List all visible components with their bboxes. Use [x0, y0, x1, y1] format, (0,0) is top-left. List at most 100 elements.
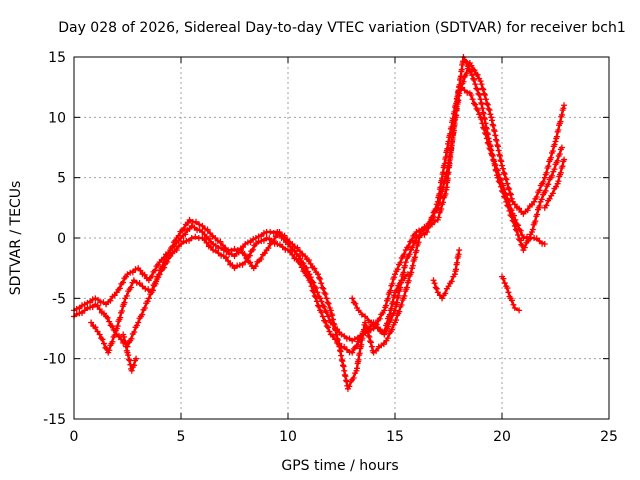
data-point	[321, 289, 328, 296]
data-point	[317, 276, 324, 283]
data-point	[81, 307, 88, 314]
data-point	[325, 300, 332, 307]
data-point	[319, 313, 326, 320]
y-tick-label: 15	[48, 50, 66, 66]
data-point	[494, 174, 501, 181]
data-point	[383, 302, 390, 309]
data-point	[555, 178, 562, 185]
y-tick-label: 10	[48, 110, 66, 126]
series-trace-3	[88, 54, 565, 392]
data-point	[128, 335, 135, 342]
data-point	[470, 75, 477, 82]
data-point	[100, 310, 107, 317]
data-point	[222, 254, 229, 261]
data-point	[499, 187, 505, 194]
data-point	[504, 180, 511, 187]
data-point	[439, 295, 446, 302]
data-point	[207, 244, 214, 251]
data-point	[287, 248, 294, 255]
data-point	[321, 317, 328, 324]
data-point	[401, 275, 408, 282]
data-point	[389, 280, 396, 287]
data-point	[477, 78, 484, 85]
data-point	[308, 283, 315, 290]
data-point	[388, 305, 395, 312]
data-point	[529, 226, 536, 233]
data-point	[490, 127, 497, 133]
data-point	[382, 327, 389, 334]
data-point	[499, 165, 506, 172]
data-point	[524, 207, 531, 214]
data-point	[491, 162, 498, 169]
data-point	[517, 237, 524, 244]
data-point	[318, 280, 325, 287]
data-point	[398, 277, 405, 284]
data-point	[560, 105, 567, 112]
data-point	[186, 225, 193, 232]
data-point	[541, 174, 548, 181]
data-point	[307, 279, 314, 286]
data-point	[548, 154, 555, 161]
x-axis-label: GPS time / hours	[281, 458, 398, 474]
data-point	[461, 87, 468, 94]
data-point	[433, 285, 440, 292]
data-point	[130, 362, 137, 369]
data-point	[265, 245, 272, 252]
data-point	[506, 207, 513, 214]
data-point	[552, 138, 559, 145]
data-point	[456, 247, 463, 254]
data-point	[561, 102, 568, 109]
data-point	[363, 324, 370, 331]
data-point	[94, 302, 101, 309]
y-tick-label: -10	[43, 352, 66, 368]
data-point	[464, 63, 471, 70]
data-point	[186, 237, 193, 244]
data-point	[401, 251, 408, 258]
data-point	[486, 107, 493, 114]
data-point	[247, 259, 254, 266]
data-point	[366, 333, 373, 340]
data-point	[405, 277, 412, 284]
y-tick-label: -5	[52, 291, 66, 307]
data-point	[192, 233, 199, 240]
data-point	[384, 335, 391, 342]
data-point	[384, 320, 391, 327]
data-point	[225, 257, 232, 264]
data-point	[111, 332, 118, 339]
data-point	[228, 247, 235, 254]
data-point	[470, 100, 477, 107]
data-point	[528, 201, 535, 208]
data-point	[316, 274, 323, 281]
data-point	[145, 295, 152, 302]
data-point	[328, 311, 335, 318]
data-point	[501, 171, 508, 178]
data-point	[393, 287, 400, 294]
data-point	[293, 256, 300, 263]
data-point	[96, 331, 103, 338]
x-tick-label: 0	[70, 429, 79, 445]
data-point	[431, 280, 438, 287]
data-point	[532, 218, 539, 225]
data-point	[79, 310, 86, 317]
data-point	[503, 176, 510, 183]
data-point	[463, 70, 470, 77]
data-point	[358, 311, 365, 318]
data-point	[521, 244, 528, 251]
data-point	[325, 313, 332, 320]
series-trace-4	[120, 331, 140, 374]
data-point	[191, 224, 198, 231]
data-point	[513, 227, 520, 234]
data-point	[551, 141, 558, 148]
data-point	[317, 295, 324, 302]
data-point	[144, 298, 151, 305]
series-trace-6	[430, 247, 463, 302]
series-trace-8	[541, 156, 568, 211]
data-point	[321, 303, 328, 310]
data-point	[349, 349, 356, 356]
data-point	[460, 78, 467, 85]
data-point	[350, 374, 357, 381]
data-point	[486, 142, 493, 149]
data-point	[516, 205, 523, 212]
data-point	[404, 271, 411, 278]
data-point	[434, 289, 441, 296]
